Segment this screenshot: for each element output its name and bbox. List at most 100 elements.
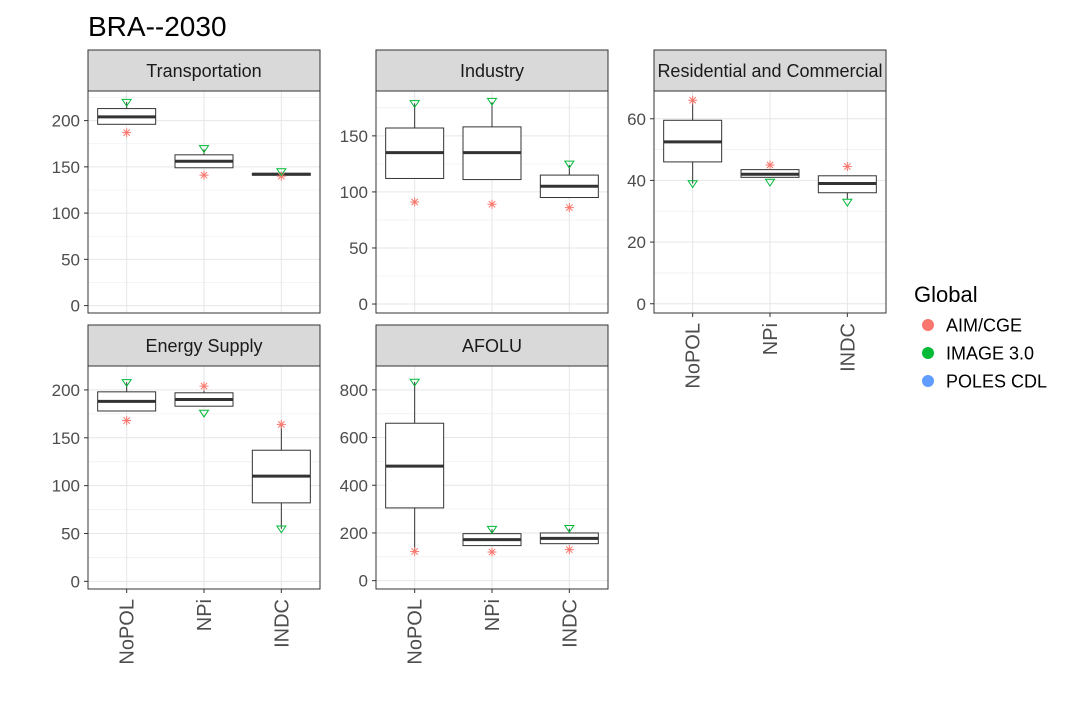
point-image-3-0: [198, 145, 210, 154]
point-image-3-0: [409, 100, 421, 109]
panel-energy-supply: Energy Supply 0 50 100 150 200 NoPOL NPi INDC: [52, 324, 321, 665]
y-tick-label: 600: [340, 429, 368, 448]
chart-title: BRA--2030: [88, 11, 227, 42]
legend-label: IMAGE 3.0: [946, 344, 1034, 364]
point-image-3-0: [563, 160, 575, 169]
panel-border: [87, 90, 321, 314]
box-nopol: [97, 382, 157, 412]
point-image-3-0: [486, 525, 498, 535]
point-image-3-0: [841, 198, 853, 207]
facet-strip-label: AFOLU: [462, 336, 522, 356]
point-image-3-0: [486, 97, 498, 107]
y-tick-label: 20: [627, 233, 646, 252]
legend-key: [922, 375, 934, 387]
y-tick-label: 150: [52, 429, 80, 448]
y-tick-label: 50: [61, 250, 80, 269]
y-tick-label: 150: [340, 127, 368, 146]
box-indc: [817, 175, 877, 199]
legend-entry-poles-cdl: POLES CDL: [922, 372, 1047, 392]
facet-strip: [87, 324, 321, 367]
y-tick-label: 0: [359, 572, 368, 591]
point-image-3-0: [121, 379, 133, 388]
point-aim-cge: [122, 416, 132, 426]
box-indc: [539, 165, 599, 199]
x-tick-label: NoPOL: [405, 599, 427, 665]
panel-afolu: AFOLU 0 200 400 600 800 NoPOL NPi INDC: [340, 324, 609, 665]
point-image-3-0: [563, 524, 575, 534]
y-tick-label: 800: [340, 381, 368, 400]
legend: Global AIM/CGE IMAGE 3.0 POLES CDL: [914, 282, 1047, 392]
point-aim-cge: [276, 419, 286, 429]
point-aim-cge: [842, 162, 852, 172]
y-tick-label: 0: [71, 572, 80, 591]
y-tick-label: 400: [340, 476, 368, 495]
point-image-3-0: [198, 409, 210, 418]
point-image-3-0: [275, 168, 287, 177]
panel-residential-and-commercial: Residential and Commercial 0 20 40 60 NoPOL NP…: [627, 49, 887, 389]
point-aim-cge: [199, 170, 209, 180]
panels: Transportation050100150200Industry050100…: [52, 49, 887, 665]
y-tick-label: 100: [340, 183, 368, 202]
facet-strip: [375, 49, 609, 92]
point-aim-cge: [122, 128, 132, 138]
y-tick-label: 100: [52, 477, 80, 496]
y-tick-label: 40: [627, 171, 646, 190]
y-tick-label: 200: [340, 524, 368, 543]
x-tick-label: NoPOL: [683, 323, 705, 389]
y-tick-label: 50: [349, 239, 368, 258]
x-tick-label: NPi: [482, 599, 504, 631]
x-tick-label: NPi: [194, 599, 216, 631]
point-image-3-0: [409, 378, 421, 387]
y-tick-label: 200: [52, 112, 80, 131]
box-indc: [251, 424, 311, 529]
point-image-3-0: [121, 98, 133, 108]
legend-entry-image-3-0: IMAGE 3.0: [922, 344, 1034, 364]
facet-strip: [87, 49, 321, 92]
legend-title: Global: [914, 282, 978, 307]
legend-key: [922, 319, 934, 331]
box-npi: [174, 149, 234, 169]
facet-strip-label: Residential and Commercial: [657, 61, 882, 81]
point-aim-cge: [410, 197, 420, 207]
facet-strip-label: Industry: [460, 61, 524, 81]
legend-entry-aim-cge: AIM/CGE: [922, 316, 1022, 336]
facet-strip-label: Transportation: [146, 61, 261, 81]
facet-strip: [653, 49, 887, 92]
box-nopol: [385, 103, 445, 179]
x-tick-label: INDC: [271, 599, 293, 648]
x-tick-label: INDC: [559, 599, 581, 648]
point-aim-cge: [688, 95, 698, 105]
y-tick-label: 150: [52, 158, 80, 177]
legend-label: POLES CDL: [946, 372, 1047, 392]
point-aim-cge: [564, 203, 574, 213]
y-tick-label: 0: [71, 297, 80, 316]
point-aim-cge: [487, 199, 497, 209]
point-image-3-0: [687, 180, 699, 189]
point-image-3-0: [275, 525, 287, 534]
point-aim-cge: [487, 547, 497, 557]
x-tick-label: NoPOL: [117, 599, 139, 665]
box-nopol: [385, 381, 445, 551]
point-aim-cge: [410, 547, 420, 557]
x-tick-label: INDC: [837, 323, 859, 372]
box-nopol: [663, 100, 723, 184]
point-image-3-0: [764, 178, 776, 187]
x-tick-label: NPi: [760, 323, 782, 355]
y-tick-label: 0: [359, 295, 368, 314]
y-tick-label: 100: [52, 204, 80, 223]
facet-strip-label: Energy Supply: [145, 336, 262, 356]
legend-label: AIM/CGE: [946, 316, 1022, 336]
facet-strip: [375, 324, 609, 367]
y-tick-label: 50: [61, 524, 80, 543]
panel-border: [375, 90, 609, 314]
legend-key: [922, 347, 934, 359]
box-npi: [174, 386, 234, 407]
y-tick-label: 200: [52, 381, 80, 400]
box-nopol: [97, 102, 157, 125]
box-npi: [462, 102, 522, 181]
point-aim-cge: [564, 545, 574, 555]
panel-transportation: Transportation 0 50 100 150 200: [52, 49, 321, 316]
panel-industry: Industry 0 50 100 150: [340, 49, 609, 314]
point-aim-cge: [199, 381, 209, 391]
